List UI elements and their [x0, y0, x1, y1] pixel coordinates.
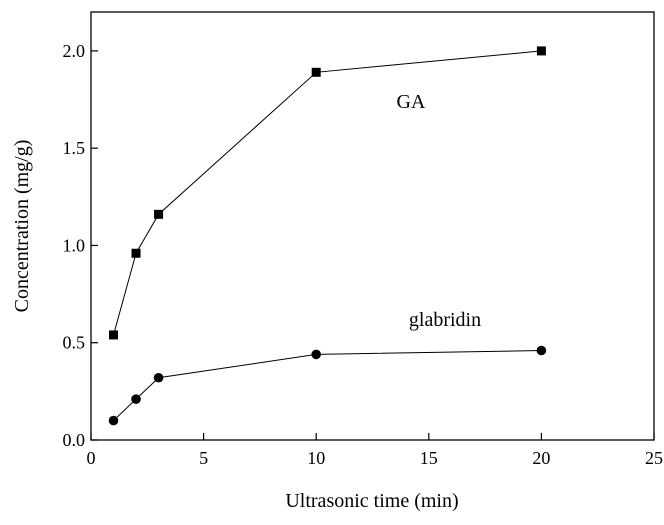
x-axis-label: Ultrasonic time (min): [285, 490, 458, 512]
y-axis-label: Concentration (mg/g): [11, 140, 33, 313]
series-label: glabridin: [409, 309, 481, 331]
x-tick-label: 10: [307, 448, 325, 468]
series-line: [113, 350, 542, 421]
series-label: GA: [397, 91, 426, 113]
x-tick-label: 20: [532, 448, 550, 468]
square-marker: [109, 330, 119, 340]
x-tick-label: 5: [199, 448, 208, 468]
x-tick-label: 15: [420, 448, 438, 468]
circle-marker: [311, 349, 322, 360]
y-tick-label: 1.0: [63, 235, 86, 255]
x-tick-label: 0: [87, 448, 96, 468]
square-marker: [131, 248, 141, 258]
y-tick-label: 0.5: [63, 333, 86, 353]
circle-marker: [153, 372, 164, 383]
square-marker: [311, 67, 321, 77]
x-tick-label: 25: [645, 448, 663, 468]
y-tick-label: 2.0: [63, 41, 86, 61]
y-tick-label: 0.0: [63, 430, 86, 450]
series-line: [113, 50, 542, 336]
circle-marker: [536, 345, 547, 356]
square-marker: [154, 209, 164, 219]
circle-marker: [108, 415, 119, 426]
circle-marker: [131, 394, 141, 404]
y-tick-label: 1.5: [63, 138, 86, 158]
plot-frame: [90, 11, 655, 441]
square-marker: [536, 46, 546, 56]
